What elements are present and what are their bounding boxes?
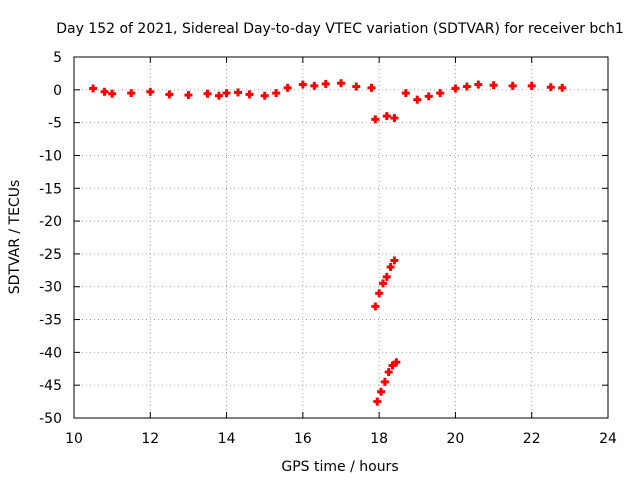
plot-frame [73,56,609,419]
y-tick-label: -15 [39,181,62,197]
data-point [401,89,410,98]
data-point [413,95,422,104]
data-point [184,91,193,100]
data-point [89,84,98,93]
y-tick-label: -45 [39,378,62,394]
x-tick-label: 10 [65,431,83,447]
x-tick-label: 22 [523,431,541,447]
data-point [390,114,399,123]
data-point [245,90,254,99]
y-tick-label: -50 [39,411,62,427]
x-tick-label: 16 [294,431,312,447]
y-tick-label: -20 [39,214,62,230]
data-point [222,89,231,98]
data-point [352,82,361,91]
grid-layer [74,57,608,418]
data-point [546,83,555,92]
data-point [527,81,536,90]
data-point [283,83,292,92]
data-point [451,84,460,93]
y-tick-label: -25 [39,247,62,263]
ticks-layer: 10 12 14 16 18 20 22 24 5 0 -5 -10 -15 -20 -25 -30 -35 -4… [39,50,617,447]
y-tick-label: 5 [53,50,62,66]
data-point [146,87,155,96]
y-tick-label: -35 [39,313,62,329]
data-point [392,358,401,367]
data-point [234,88,243,97]
y-tick-label: -30 [39,280,62,296]
data-point [100,87,109,96]
data-point [260,91,269,100]
data-point [321,79,330,88]
data-point [373,397,382,406]
data-points [89,79,567,406]
x-tick-label: 12 [141,431,159,447]
data-point [337,79,345,88]
data-point [165,90,174,99]
data-point [386,263,395,272]
chart-title: Day 152 of 2021, Sidereal Day-to-day VTE… [56,21,624,37]
y-tick-label: 0 [53,83,62,99]
data-point [272,89,281,98]
data-point [382,112,391,121]
data-point [382,272,391,281]
data-point [508,81,517,90]
data-point [214,91,223,100]
data-point [436,89,445,98]
data-point [462,82,471,91]
y-axis-label: SDTVAR / TECUs [7,180,23,295]
data-point [108,89,117,98]
y-tick-label: -40 [39,345,62,361]
x-tick-label: 14 [218,431,236,447]
data-point [367,83,376,92]
data-point [558,83,567,92]
data-point [377,387,386,396]
x-axis-label: GPS time / hours [281,459,398,475]
data-point [380,377,389,386]
data-point [390,256,399,265]
data-point [203,89,212,98]
x-tick-label: 18 [370,431,388,447]
data-point [375,289,384,298]
y-tick-label: -10 [39,148,62,164]
x-tick-label: 20 [447,431,465,447]
data-point [127,89,136,98]
data-point [371,115,380,124]
data-point [378,279,387,288]
data-point [298,80,307,89]
y-tick-label: -5 [48,116,62,132]
data-point [384,368,393,377]
x-tick-label: 24 [599,431,617,447]
data-point [489,81,498,90]
data-point [310,81,319,90]
data-point [474,80,483,89]
data-point [424,92,433,101]
data-point [371,302,380,311]
